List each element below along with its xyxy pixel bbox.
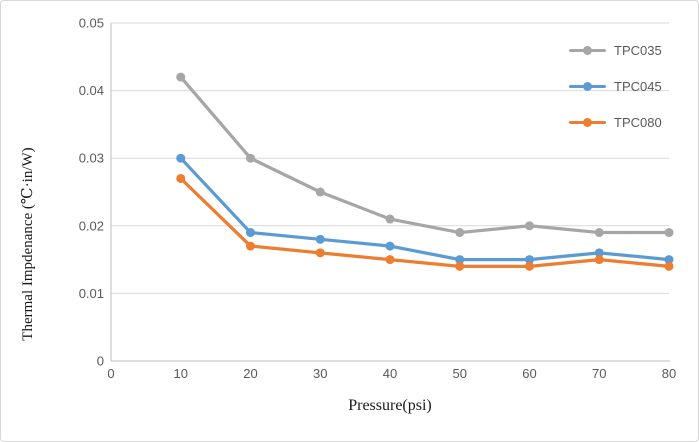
data-point-marker bbox=[176, 153, 186, 163]
legend-marker-icon bbox=[569, 45, 606, 55]
y-tick-label: 0.05 bbox=[79, 16, 104, 31]
y-tick-labels: 0 0.01 0.02 0.03 0.04 0.05 bbox=[79, 16, 104, 369]
legend-marker-icon bbox=[569, 81, 606, 91]
legend-item-tpc080: TPC080 bbox=[569, 104, 662, 140]
data-point-marker bbox=[525, 255, 534, 265]
data-point-marker bbox=[664, 255, 674, 265]
data-point-marker bbox=[385, 241, 395, 251]
x-tick-label: 50 bbox=[453, 366, 467, 381]
data-point-marker bbox=[246, 241, 255, 251]
data-point-marker bbox=[455, 228, 465, 238]
data-point-marker bbox=[315, 234, 325, 244]
data-point-marker bbox=[455, 255, 465, 265]
data-point-marker bbox=[664, 228, 674, 238]
data-point-marker bbox=[664, 261, 674, 271]
y-axis-title: Thermal Impdenance (℃·in/W) bbox=[20, 147, 36, 341]
gridlines bbox=[111, 22, 669, 294]
legend-label: TPC035 bbox=[614, 42, 662, 58]
data-point-marker bbox=[315, 187, 325, 197]
x-tick-label: 20 bbox=[243, 366, 257, 381]
series-line-tpc035 bbox=[179, 75, 671, 235]
data-point-marker bbox=[246, 228, 255, 238]
x-tick-label: 30 bbox=[313, 366, 327, 381]
x-tick-label: 60 bbox=[522, 366, 536, 381]
data-point-marker bbox=[455, 261, 465, 271]
x-axis-title: Pressure(psi) bbox=[348, 397, 432, 414]
data-point-marker bbox=[385, 214, 395, 224]
y-tick-label: 0 bbox=[97, 354, 104, 369]
data-point-marker bbox=[176, 72, 186, 82]
series-line-tpc045 bbox=[179, 156, 671, 262]
data-point-marker bbox=[176, 173, 186, 183]
x-tick-label: 10 bbox=[174, 366, 188, 381]
x-tick-label: 80 bbox=[662, 366, 676, 381]
y-tick-label: 0.01 bbox=[79, 286, 104, 301]
y-tick-label: 0.02 bbox=[79, 218, 104, 233]
x-tick-label: 0 bbox=[107, 366, 114, 381]
legend-item-tpc045: TPC045 bbox=[569, 68, 662, 104]
series-lines bbox=[176, 72, 674, 271]
legend-marker-icon bbox=[569, 117, 606, 127]
y-tick-label: 0.03 bbox=[79, 151, 104, 166]
legend-item-tpc035: TPC035 bbox=[569, 32, 662, 68]
data-point-marker bbox=[525, 221, 534, 231]
data-point-marker bbox=[525, 261, 534, 271]
series-line-tpc080 bbox=[179, 176, 671, 268]
y-tick-label: 0.04 bbox=[79, 83, 104, 98]
data-point-marker bbox=[594, 248, 604, 258]
axes bbox=[110, 23, 670, 362]
data-point-marker bbox=[315, 248, 325, 258]
data-point-marker bbox=[385, 255, 395, 265]
x-tick-label: 40 bbox=[383, 366, 397, 381]
data-point-marker bbox=[594, 255, 604, 265]
legend-label: TPC045 bbox=[614, 78, 662, 94]
x-tick-label: 70 bbox=[592, 366, 606, 381]
legend: TPC035 TPC045 TPC080 bbox=[569, 32, 662, 140]
legend-label: TPC080 bbox=[614, 114, 662, 130]
data-point-marker bbox=[246, 153, 255, 163]
data-point-marker bbox=[594, 228, 604, 238]
x-tick-labels: 0 10 20 30 40 50 60 70 80 bbox=[107, 366, 676, 381]
